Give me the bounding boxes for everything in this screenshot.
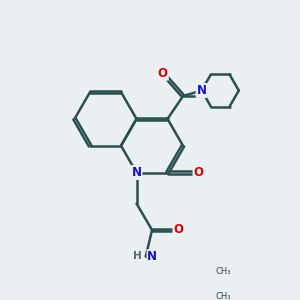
Text: H: H (133, 251, 142, 261)
Text: CH₃: CH₃ (215, 292, 231, 300)
Text: O: O (158, 67, 168, 80)
Text: CH₃: CH₃ (215, 267, 231, 276)
Text: N: N (196, 84, 207, 97)
Text: O: O (173, 224, 183, 236)
Text: O: O (194, 166, 203, 179)
Text: N: N (131, 166, 142, 179)
Text: N: N (147, 250, 157, 263)
